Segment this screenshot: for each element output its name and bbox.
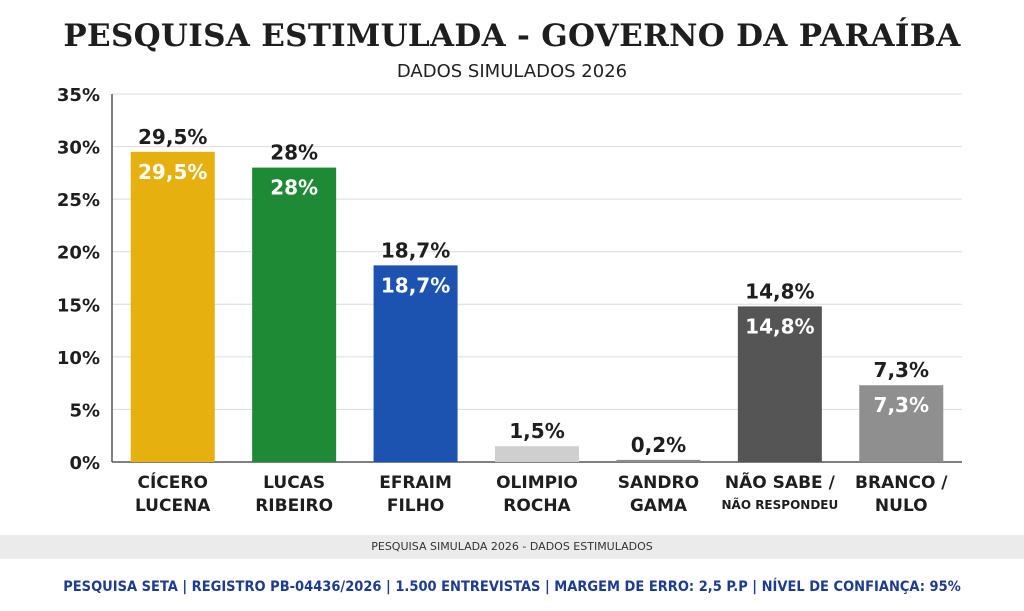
bar-inner-value-label: 7,3%	[874, 393, 929, 417]
y-tick-label: 5%	[69, 400, 100, 421]
x-tick-label: SANDRO	[618, 473, 699, 493]
x-tick-label: EFRAIM	[379, 473, 452, 493]
bar-chart: 0% 5% 10% 15% 20% 25% 30% 35% 29,5% 29,5% 28% 28% 1…	[57, 85, 962, 516]
bar-value-label: 29,5%	[138, 125, 207, 149]
y-tick-label: 35%	[57, 85, 100, 106]
x-tick-label: LUCENA	[135, 496, 211, 516]
chart-subtitle: DADOS SIMULADOS 2026	[396, 61, 628, 82]
bar-value-label: 0,2%	[631, 433, 686, 457]
bar	[252, 167, 337, 462]
bar-inner-value-label: 14,8%	[745, 314, 814, 338]
x-tick-label: NULO	[875, 496, 928, 516]
bar-inner-value-label: 18,7%	[381, 273, 450, 297]
bar	[737, 306, 822, 462]
bar-inner-value-label: 29,5%	[138, 160, 207, 184]
y-tick-label: 10%	[57, 348, 100, 369]
bar-inner-value-label: 28%	[270, 176, 318, 200]
x-tick-label: LUCAS	[263, 473, 325, 493]
x-tick-label: ROCHA	[503, 496, 571, 516]
x-tick-label: CÍCERO	[137, 471, 207, 493]
bar	[616, 459, 701, 462]
x-tick-label: GAMA	[630, 496, 688, 516]
y-tick-label: 15%	[57, 295, 100, 316]
note-text: PESQUISA SIMULADA 2026 - DADOS ESTIMULAD…	[371, 540, 653, 553]
bars: 29,5% 29,5% 28% 28% 18,7% 18,7% 1,5% 0,2% 14,8% 1…	[130, 125, 944, 463]
y-tick-label: 0%	[69, 453, 100, 474]
bar	[859, 385, 944, 462]
grid-lines	[112, 93, 962, 463]
bar-value-label: 7,3%	[874, 358, 929, 382]
x-tick-label: FILHO	[387, 496, 444, 516]
x-axis: CÍCERO LUCENA LUCAS RIBEIRO EFRAIM FILHO OLIMP…	[135, 470, 948, 516]
y-axis: 0% 5% 10% 15% 20% 25% 30% 35%	[57, 85, 113, 474]
footer-info: PESQUISA SETA | REGISTRO PB-04436/2026 |…	[63, 579, 961, 595]
y-tick-label: 20%	[57, 243, 100, 264]
x-tick-label: NÃO SABE /	[725, 470, 836, 493]
bar	[373, 265, 458, 462]
bar	[130, 151, 215, 463]
x-tick-label: RIBEIRO	[255, 496, 333, 516]
bar-value-label: 14,8%	[745, 279, 814, 303]
y-tick-label: 25%	[57, 190, 100, 211]
bar-value-label: 1,5%	[509, 419, 564, 443]
x-tick-label: NÃO RESPONDEU	[721, 497, 838, 512]
bar-value-label: 28%	[270, 141, 318, 165]
chart-title: PESQUISA ESTIMULADA - GOVERNO DA PARAÍBA	[63, 18, 961, 54]
x-tick-label: BRANCO /	[855, 473, 948, 493]
y-tick-label: 30%	[57, 138, 100, 159]
x-tick-label: OLIMPIO	[496, 473, 578, 493]
bar-value-label: 18,7%	[381, 238, 450, 262]
note-band: PESQUISA SIMULADA 2026 - DADOS ESTIMULAD…	[0, 535, 1024, 559]
bar	[495, 446, 579, 462]
